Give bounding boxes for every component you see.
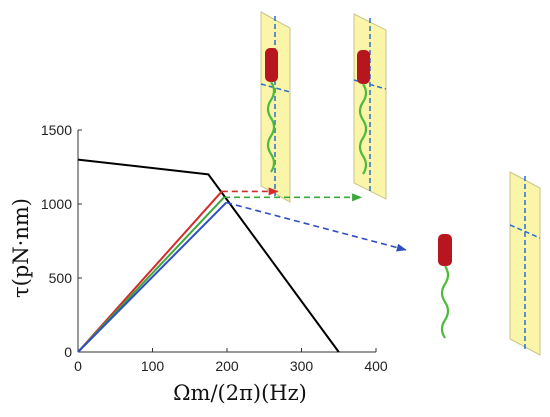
y-axis-label: τ(pN·nm) [9, 198, 33, 298]
y-ticks: 0 500 1000 1500 [41, 122, 82, 360]
y-tick-label: 1000 [41, 196, 72, 212]
x-tick-label: 100 [141, 358, 165, 374]
x-tick-label: 0 [74, 358, 82, 374]
detached-cell [438, 234, 452, 339]
series-layer [77, 158, 340, 353]
cell-body-icon [438, 234, 452, 266]
axes: 0 100 200 300 400 0 500 1000 1500 [41, 122, 388, 374]
x-axis-label: Ωm/(2π)(Hz) [173, 381, 307, 405]
blue-load-line [77, 201, 227, 353]
membrane-panel-icon [509, 171, 541, 356]
annotation-arrows [221, 187, 407, 252]
membrane-panel-icon [260, 11, 291, 203]
flagellum-icon [358, 83, 368, 175]
cell-body-icon [265, 48, 278, 82]
x-tick-label: 400 [364, 358, 388, 374]
x-tick-label: 200 [215, 358, 239, 374]
flagellum-icon [440, 265, 450, 339]
y-tick-label: 1500 [41, 122, 72, 138]
flagellum-icon [266, 81, 276, 173]
y-tick-label: 500 [49, 270, 73, 286]
membrane-panel-icon [353, 13, 387, 200]
blue-dashed-arrow [226, 201, 407, 252]
y-tick-label: 0 [64, 344, 72, 360]
torque-curve-line [77, 158, 340, 353]
cell-body-icon [357, 50, 370, 84]
x-tick-label: 300 [290, 358, 314, 374]
